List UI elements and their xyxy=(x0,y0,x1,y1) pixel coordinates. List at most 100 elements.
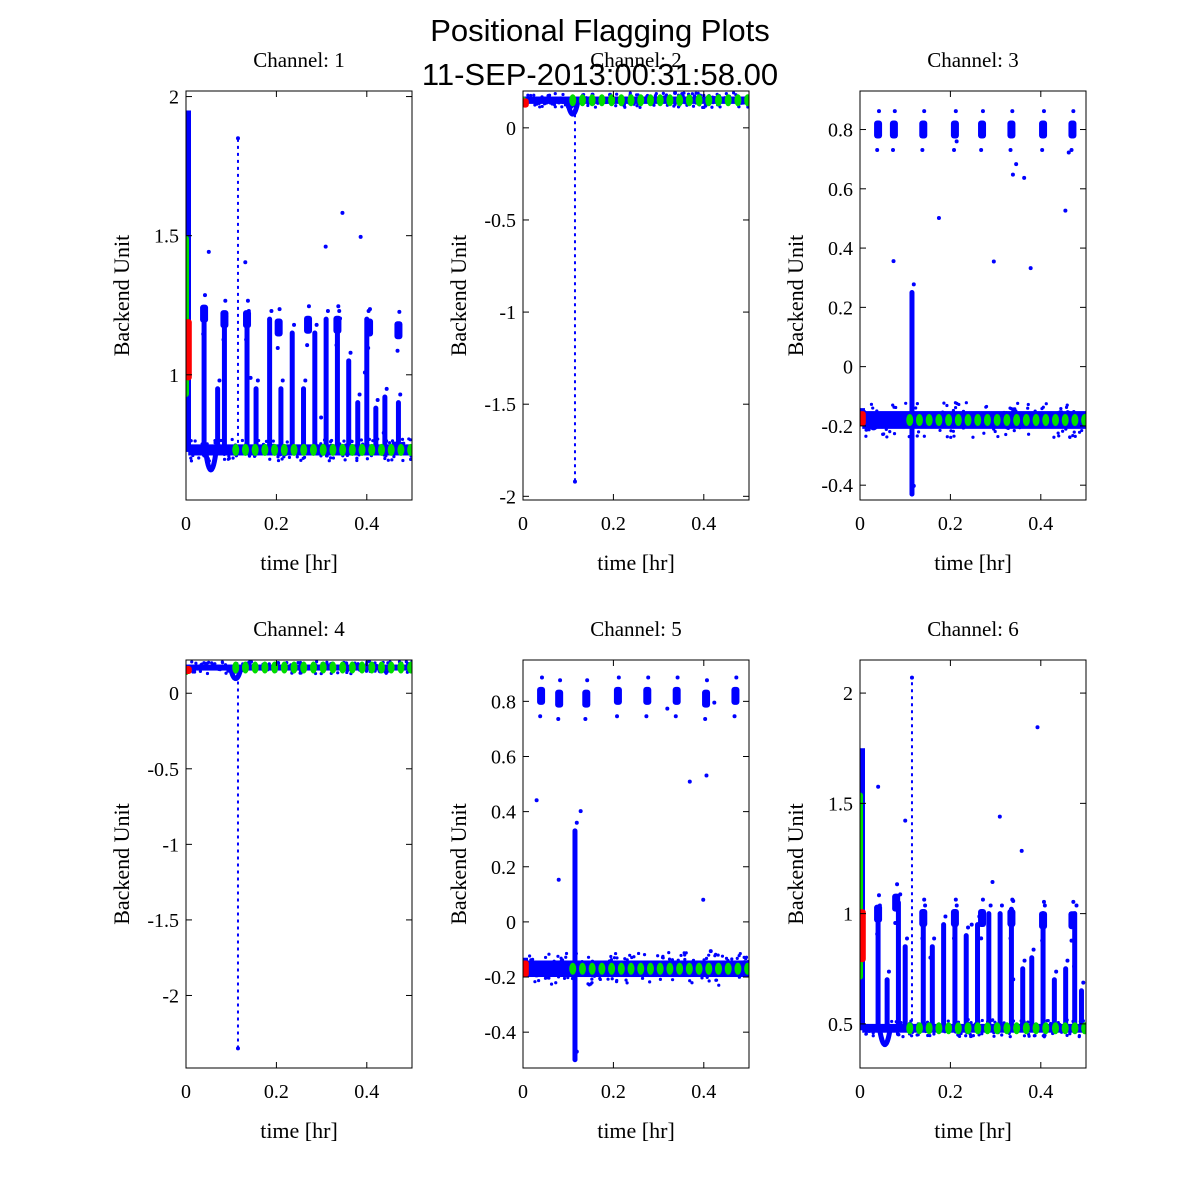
stray-point xyxy=(704,773,709,778)
data-point xyxy=(392,455,396,459)
cluster-body xyxy=(978,909,987,928)
data-point xyxy=(654,91,658,96)
flag-point xyxy=(1013,1022,1021,1035)
data-point xyxy=(945,403,949,408)
series-red-flagged xyxy=(860,411,866,426)
flag-point xyxy=(578,94,586,107)
data-point xyxy=(1049,414,1053,418)
cluster-outlier xyxy=(397,309,402,314)
cluster-outlier xyxy=(1040,938,1045,943)
y-tick-label: 0.6 xyxy=(828,179,853,201)
data-point xyxy=(614,104,618,108)
data-point xyxy=(562,976,567,980)
data-point xyxy=(636,951,641,956)
cluster-outlier xyxy=(675,675,680,680)
data-point xyxy=(404,660,408,664)
data-point xyxy=(342,439,346,443)
x-tick-label: 0.4 xyxy=(354,1081,379,1103)
point-cluster xyxy=(919,109,928,152)
data-point xyxy=(615,978,619,983)
cluster-outlier xyxy=(980,109,985,114)
data-point xyxy=(543,955,548,960)
data-point xyxy=(189,459,194,463)
stray-point xyxy=(206,249,211,254)
flag-point xyxy=(309,661,317,674)
data-point xyxy=(894,405,898,410)
flag-point xyxy=(329,661,337,674)
flag-point xyxy=(744,94,749,107)
cluster-outlier xyxy=(336,304,341,309)
flag-point xyxy=(945,1022,953,1035)
data-point xyxy=(881,432,885,436)
point-cluster xyxy=(643,675,652,719)
data-point xyxy=(557,970,561,974)
y-tick-label: 0.2 xyxy=(491,857,516,879)
spike-tip xyxy=(314,322,319,327)
data-point xyxy=(282,455,286,459)
y-tick-label: -0.4 xyxy=(821,475,853,497)
data-point xyxy=(249,445,253,449)
data-point xyxy=(355,456,359,460)
stray-point xyxy=(991,259,996,264)
data-point xyxy=(554,981,558,985)
data-point xyxy=(564,951,569,956)
flag-point xyxy=(280,661,288,674)
point-cluster xyxy=(1068,899,1077,943)
data-point xyxy=(609,958,614,962)
series-green-flagged xyxy=(523,94,749,107)
data-point xyxy=(565,973,569,977)
flag-point xyxy=(1071,413,1079,426)
cluster-outlier xyxy=(704,678,709,683)
point-cluster xyxy=(220,298,229,342)
flag-point xyxy=(598,94,606,107)
data-point xyxy=(384,671,388,675)
data-point xyxy=(526,93,530,97)
subplot-channel-3: 0 0.2 0.4 0.8 0.6 0.4 0.2 0 -0.2 -0.4 Channel: 3 ti… xyxy=(783,48,1087,575)
series-red-flagged xyxy=(186,319,192,381)
cluster-body xyxy=(919,120,928,139)
data-point xyxy=(359,438,363,442)
flag-point xyxy=(705,962,713,975)
cluster-outlier xyxy=(1041,109,1046,114)
series-blue-dip xyxy=(564,99,581,117)
data-point xyxy=(538,105,542,109)
subplot-channel-5: 0 0.2 0.4 0.8 0.6 0.4 0.2 0 -0.2 -0.4 Channel: 5 ti… xyxy=(446,617,750,1143)
stray-point xyxy=(243,260,248,265)
flag-point xyxy=(358,443,366,456)
data-point xyxy=(365,457,369,461)
flag-point xyxy=(714,94,722,107)
spike xyxy=(986,903,993,1031)
x-axis-label: time [hr] xyxy=(597,550,675,575)
spike xyxy=(952,903,959,1031)
y-tick-label: 2 xyxy=(843,683,853,705)
data-point xyxy=(1022,1034,1027,1038)
data-point xyxy=(615,99,619,103)
data-point xyxy=(922,418,926,422)
series-red-flagged xyxy=(523,98,529,108)
flag-point xyxy=(1032,1022,1040,1035)
data-point xyxy=(992,427,996,431)
data-point xyxy=(586,955,591,959)
flag-point xyxy=(685,962,693,975)
spike-tip xyxy=(932,936,937,941)
x-tick-label: 0.2 xyxy=(264,513,289,535)
data-point xyxy=(1059,416,1063,420)
spike-tip xyxy=(1022,958,1027,963)
cluster-outlier xyxy=(979,936,984,941)
flag-point xyxy=(627,94,635,107)
data-point xyxy=(1038,413,1042,417)
cluster-outlier xyxy=(644,714,649,719)
data-point xyxy=(343,458,347,462)
stray-point xyxy=(936,215,941,220)
data-point xyxy=(1049,1021,1053,1026)
data-point xyxy=(547,952,551,956)
y-tick-label: 0.8 xyxy=(828,120,853,142)
point-cluster xyxy=(304,304,313,348)
stray-point xyxy=(358,234,363,239)
point-cluster xyxy=(582,678,591,721)
data-point xyxy=(731,91,736,95)
data-point xyxy=(628,91,632,95)
spike-tip xyxy=(905,936,910,941)
data-point xyxy=(871,412,876,416)
data-point xyxy=(278,664,282,669)
